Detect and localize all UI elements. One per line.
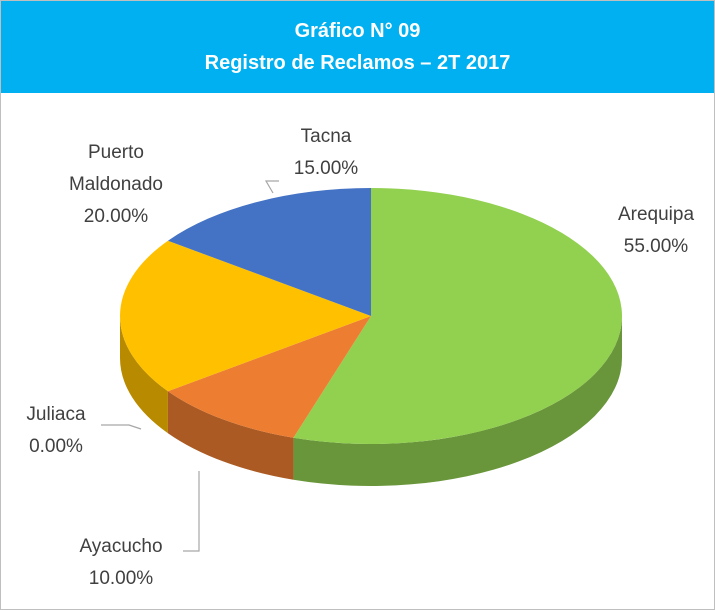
value-label: 20.00% [83,206,149,227]
slice-label: Puerto Maldonado [68,142,164,195]
chart-title: Gráfico N° 09 [294,20,421,42]
slice [167,188,371,316]
slice [293,188,623,444]
slice-side [167,391,294,480]
leader-line [264,180,279,194]
slice [120,240,371,392]
value-label: 0.00% [29,436,83,457]
slice-side [293,316,622,486]
leader-line [101,424,142,430]
value-label: 55.00% [623,236,689,257]
slice-side [120,316,168,434]
leader-line [183,471,200,552]
slice-label: Tacna [300,126,352,147]
value-label: 10.00% [88,568,154,589]
slice [167,316,371,438]
slice-label: Arequipa [617,204,695,225]
slice-label: Ayacucho [79,536,163,557]
chart-subtitle: Registro de Reclamos – 2T 2017 [204,52,511,74]
value-label: 15.00% [293,158,359,179]
slice-label: Juliaca [26,404,86,425]
header: Gráfico N° 09 Registro de Reclamos – 2T … [1,1,714,93]
